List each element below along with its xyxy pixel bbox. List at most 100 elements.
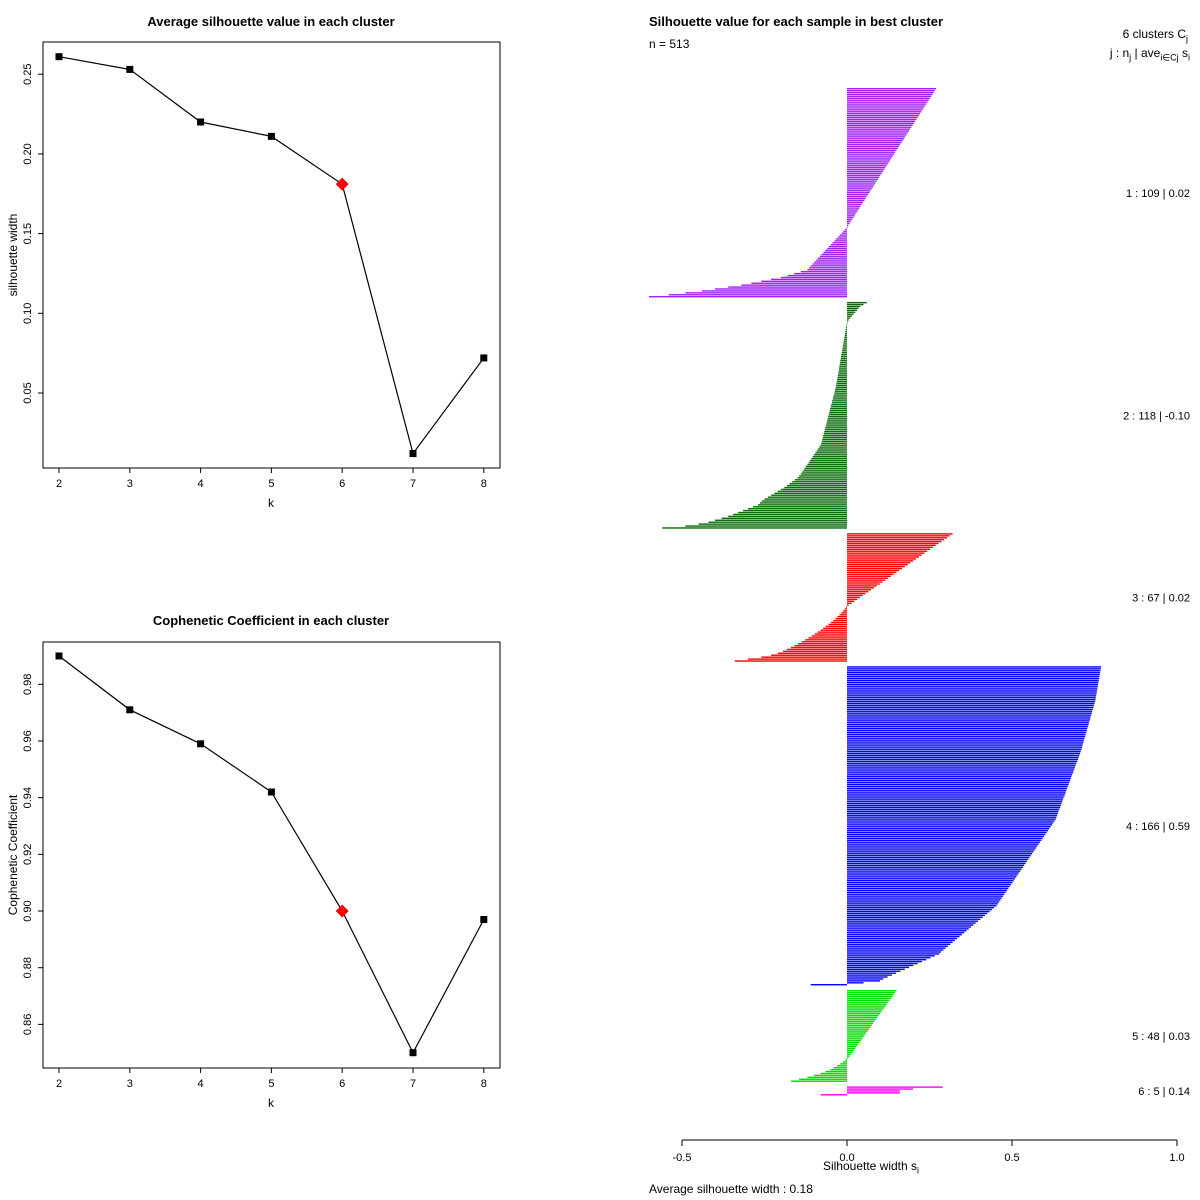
silhouette-bar xyxy=(847,197,866,200)
silhouette-bar xyxy=(847,670,1101,672)
silhouette-bar xyxy=(847,724,1089,726)
silhouette-bar xyxy=(847,192,870,194)
silhouette-bar xyxy=(847,710,1093,712)
silhouette-bar xyxy=(847,989,897,992)
silhouette-bar xyxy=(847,749,1082,751)
silhouette-bar xyxy=(847,878,1015,880)
silhouette-bar xyxy=(847,880,1014,882)
silhouette-bar xyxy=(847,910,990,913)
silhouette-bar xyxy=(847,854,1031,857)
silhouette-bar xyxy=(833,394,847,396)
silhouette-bar xyxy=(792,481,847,483)
silhouette-bar xyxy=(847,209,859,211)
silhouette-bar xyxy=(847,583,880,585)
x-tick-label: 4 xyxy=(198,478,204,490)
silhouette-bar xyxy=(847,831,1047,834)
silhouette-bar xyxy=(668,294,847,296)
silhouette-bar xyxy=(847,814,1058,816)
silhouette-bar xyxy=(794,272,847,275)
silhouette-bar xyxy=(847,930,967,932)
silhouette-bar xyxy=(777,490,847,493)
silhouette-bar xyxy=(698,523,847,525)
silhouette-bar xyxy=(847,905,997,907)
silhouette-bar xyxy=(847,683,1099,685)
silhouette-bar xyxy=(847,698,1096,701)
silhouette-bar xyxy=(833,619,847,622)
silhouette-bar xyxy=(847,134,907,136)
silhouette-bar xyxy=(808,461,847,464)
silhouette-bar xyxy=(820,1094,847,1096)
silhouette-bar xyxy=(816,259,847,261)
silhouette-bar xyxy=(847,718,1091,720)
silhouette-plot-title: Silhouette value for each sample in best… xyxy=(649,14,944,29)
silhouette-bar xyxy=(734,660,847,662)
silhouette-bar xyxy=(847,955,935,957)
silhouette-bar xyxy=(847,866,1023,868)
silhouette-bar xyxy=(838,373,847,375)
silhouette-bar xyxy=(847,1020,875,1023)
silhouette-bar xyxy=(847,972,897,974)
silhouette-bar xyxy=(825,249,847,252)
silhouette-bar xyxy=(761,656,847,658)
silhouette-bar xyxy=(774,492,847,495)
silhouette-bar xyxy=(847,770,1074,772)
silhouette-bar xyxy=(847,1088,913,1090)
silhouette-bar xyxy=(781,276,847,279)
silhouette-bar xyxy=(847,993,894,996)
silhouette-bar xyxy=(809,267,847,269)
silhouette-bar xyxy=(806,465,847,468)
silhouette-bar xyxy=(833,1067,847,1069)
y-tick-label: 0.10 xyxy=(22,303,34,324)
silhouette-bar xyxy=(847,681,1099,684)
silhouette-bar xyxy=(819,255,847,257)
silhouette-bar xyxy=(751,282,847,284)
silhouette-bar xyxy=(847,157,892,159)
silhouette-bar xyxy=(820,629,847,631)
silhouette-bar xyxy=(662,527,847,529)
silhouette-bar xyxy=(847,829,1048,832)
silhouette-bar xyxy=(830,405,847,408)
silhouette-bar xyxy=(847,743,1083,745)
cophenetic-ylabel: Cophenetic Coefficient xyxy=(6,794,20,916)
silhouette-bar xyxy=(701,290,847,292)
silhouette-bar xyxy=(759,502,847,504)
silhouette-bar xyxy=(847,220,851,223)
silhouette-bar xyxy=(728,286,847,288)
silhouette-bar xyxy=(847,542,939,545)
silhouette-bar xyxy=(844,334,847,337)
silhouette-bar xyxy=(847,309,857,312)
silhouette-bar xyxy=(817,631,847,633)
silhouette-bar xyxy=(847,1086,943,1088)
silhouette-bar xyxy=(819,446,847,448)
highlight-diamond-point xyxy=(335,177,349,191)
silhouette-bar xyxy=(847,951,942,953)
silhouette-bar xyxy=(845,1059,847,1061)
silhouette-bar xyxy=(807,1076,847,1079)
silhouette-bar xyxy=(838,236,847,238)
silhouette-bar xyxy=(847,592,866,595)
silhouette-bar xyxy=(839,234,847,236)
silhouette-bar xyxy=(847,1009,883,1011)
silhouette-bar xyxy=(847,550,928,552)
silhouette-bar xyxy=(828,415,847,417)
data-line xyxy=(58,655,485,1055)
silhouette-bar xyxy=(847,745,1083,747)
silhouette-bar xyxy=(847,558,916,560)
silhouette-bar xyxy=(847,968,905,971)
silhouette-bar xyxy=(847,901,1000,903)
silhouette-bar xyxy=(847,828,1050,830)
silhouette-bar xyxy=(847,787,1068,789)
silhouette-bar xyxy=(847,571,897,574)
silhouette-bar xyxy=(840,359,847,362)
silhouette-bar xyxy=(847,165,887,167)
silhouette-formula-heading: j : nj | avei∈Cj si xyxy=(1109,46,1190,63)
silhouette-bar xyxy=(847,700,1096,703)
silhouette-bar xyxy=(847,858,1029,861)
silhouette-bar xyxy=(847,1090,900,1092)
axis-tick-label: 0.5 xyxy=(1004,1152,1019,1164)
silhouette-bar xyxy=(847,804,1061,807)
silhouette-bar xyxy=(842,346,847,348)
silhouette-bar xyxy=(847,105,925,107)
silhouette-bar xyxy=(847,666,1102,668)
silhouette-bar xyxy=(847,837,1043,840)
